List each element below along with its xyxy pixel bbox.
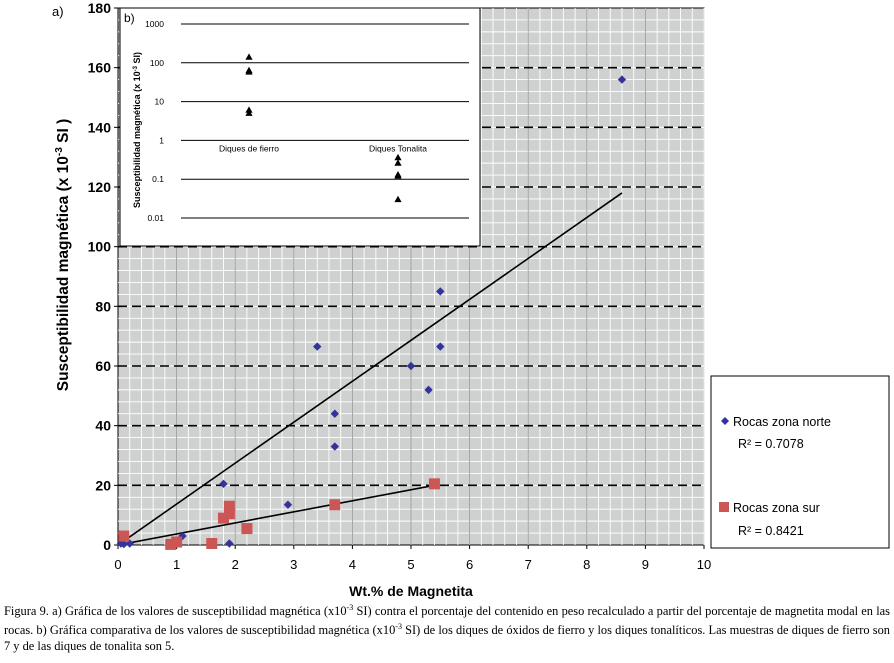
panel-label-b: b)	[124, 11, 135, 25]
grid-b	[181, 23, 469, 219]
data-point-sur	[241, 523, 253, 535]
y-tick-label-b: 100	[150, 58, 164, 68]
x-tick-label: 1	[173, 557, 180, 572]
data-point-b	[394, 159, 402, 166]
data-point-norte	[436, 342, 445, 351]
data-point-norte	[283, 500, 293, 509]
legend-label-sur: Rocas zona sur	[733, 501, 820, 515]
data-point-norte	[219, 479, 228, 489]
legend-r2-norte: R² = 0.7078	[738, 437, 804, 451]
x-tick-label: 7	[525, 557, 532, 572]
data-point-b	[245, 53, 253, 60]
x-tick-label: 8	[583, 557, 590, 572]
y-tick-label-b: 0.1	[152, 174, 164, 184]
data-point-norte	[313, 342, 322, 351]
y-tick-label: 20	[95, 477, 111, 493]
x-axis-label-a: Wt.% de Magnetita	[349, 583, 473, 599]
data-point-sur	[223, 508, 235, 520]
x-tick-label: 9	[642, 557, 649, 572]
data-point-b	[394, 153, 402, 161]
trendline-sur	[118, 484, 435, 545]
y-tick-label: 160	[88, 60, 112, 76]
data-point-sur	[223, 500, 235, 512]
data-point-b	[394, 172, 402, 179]
data-point-norte	[330, 442, 340, 451]
panel-label-a: a)	[52, 4, 64, 19]
axis-ticks-b: 1000 100 10 1 0.1 0.01	[145, 19, 164, 223]
data-point-norte	[125, 539, 134, 548]
points-a	[116, 75, 627, 550]
x-tick-label: 5	[407, 557, 414, 572]
legend-label-norte: Rocas zona norte	[733, 415, 831, 429]
points-b	[245, 53, 402, 203]
trendline-norte	[118, 192, 623, 545]
axis-ticks-a: 0 20 40 60 80 100 120 140 160 180 0 1 2 3 4 5 6 7 8 9 10	[88, 0, 712, 572]
x-tick-label: 2	[232, 557, 239, 572]
data-point-norte	[119, 539, 129, 549]
y-tick-label: 180	[88, 0, 112, 16]
trendlines-a	[118, 192, 623, 545]
x-tick-label: 10	[697, 557, 711, 572]
category-label-b: Diques de fierro	[219, 143, 279, 153]
data-point-norte	[424, 385, 433, 395]
data-point-sur	[428, 478, 440, 490]
y-tick-label: 100	[88, 239, 112, 255]
category-labels-b: Diques de fierro Diques Tonalita	[219, 143, 427, 153]
y-tick-label: 140	[88, 119, 112, 135]
y-tick-label: 120	[88, 179, 112, 195]
legend: Rocas zona norte R² = 0.7078 Rocas zona …	[710, 375, 890, 549]
legend-r2-sur: R² = 0.8421	[738, 524, 804, 538]
y-tick-label: 40	[95, 418, 111, 434]
data-point-norte	[225, 539, 234, 548]
legend-box	[710, 375, 890, 549]
data-point-norte	[178, 531, 187, 541]
x-tick-label: 3	[290, 557, 297, 572]
x-tick-label: 0	[114, 557, 121, 572]
data-point-b	[245, 109, 253, 116]
y-tick-label-b: 0.01	[147, 213, 164, 223]
category-label-b: Diques Tonalita	[369, 143, 427, 153]
data-point-sur	[329, 499, 341, 511]
y-axis-label-b: Susceptibilidad magnética (x 10-3 SI)	[132, 52, 142, 208]
x-tick-label: 6	[466, 557, 473, 572]
y-tick-label: 60	[95, 358, 111, 374]
data-point-b	[245, 68, 253, 75]
data-point-sur	[206, 538, 218, 550]
y-tick-label-b: 10	[155, 97, 165, 107]
data-point-sur	[118, 530, 130, 542]
data-point-b	[394, 195, 402, 203]
y-tick-label: 80	[95, 298, 111, 314]
data-point-sur	[171, 536, 183, 548]
data-point-sur	[217, 512, 229, 524]
data-point-sur	[165, 538, 177, 550]
figure-caption: Figura 9. a) Gráfica de los valores de s…	[4, 603, 890, 654]
y-tick-label-b: 1000	[145, 19, 164, 29]
legend-marker-sur	[719, 502, 729, 512]
data-point-norte	[406, 361, 416, 371]
y-tick-label: 0	[103, 537, 111, 553]
y-tick-label-b: 1	[159, 135, 164, 145]
legend-marker-norte	[721, 417, 729, 425]
data-point-norte	[330, 409, 340, 418]
x-tick-label: 4	[349, 557, 356, 572]
y-axis-label-a: Susceptibilidad magnética (x 10-3 SI )	[54, 119, 72, 392]
data-point-norte	[436, 287, 445, 296]
inset-frame-b	[119, 7, 481, 247]
data-point-norte	[617, 75, 627, 84]
